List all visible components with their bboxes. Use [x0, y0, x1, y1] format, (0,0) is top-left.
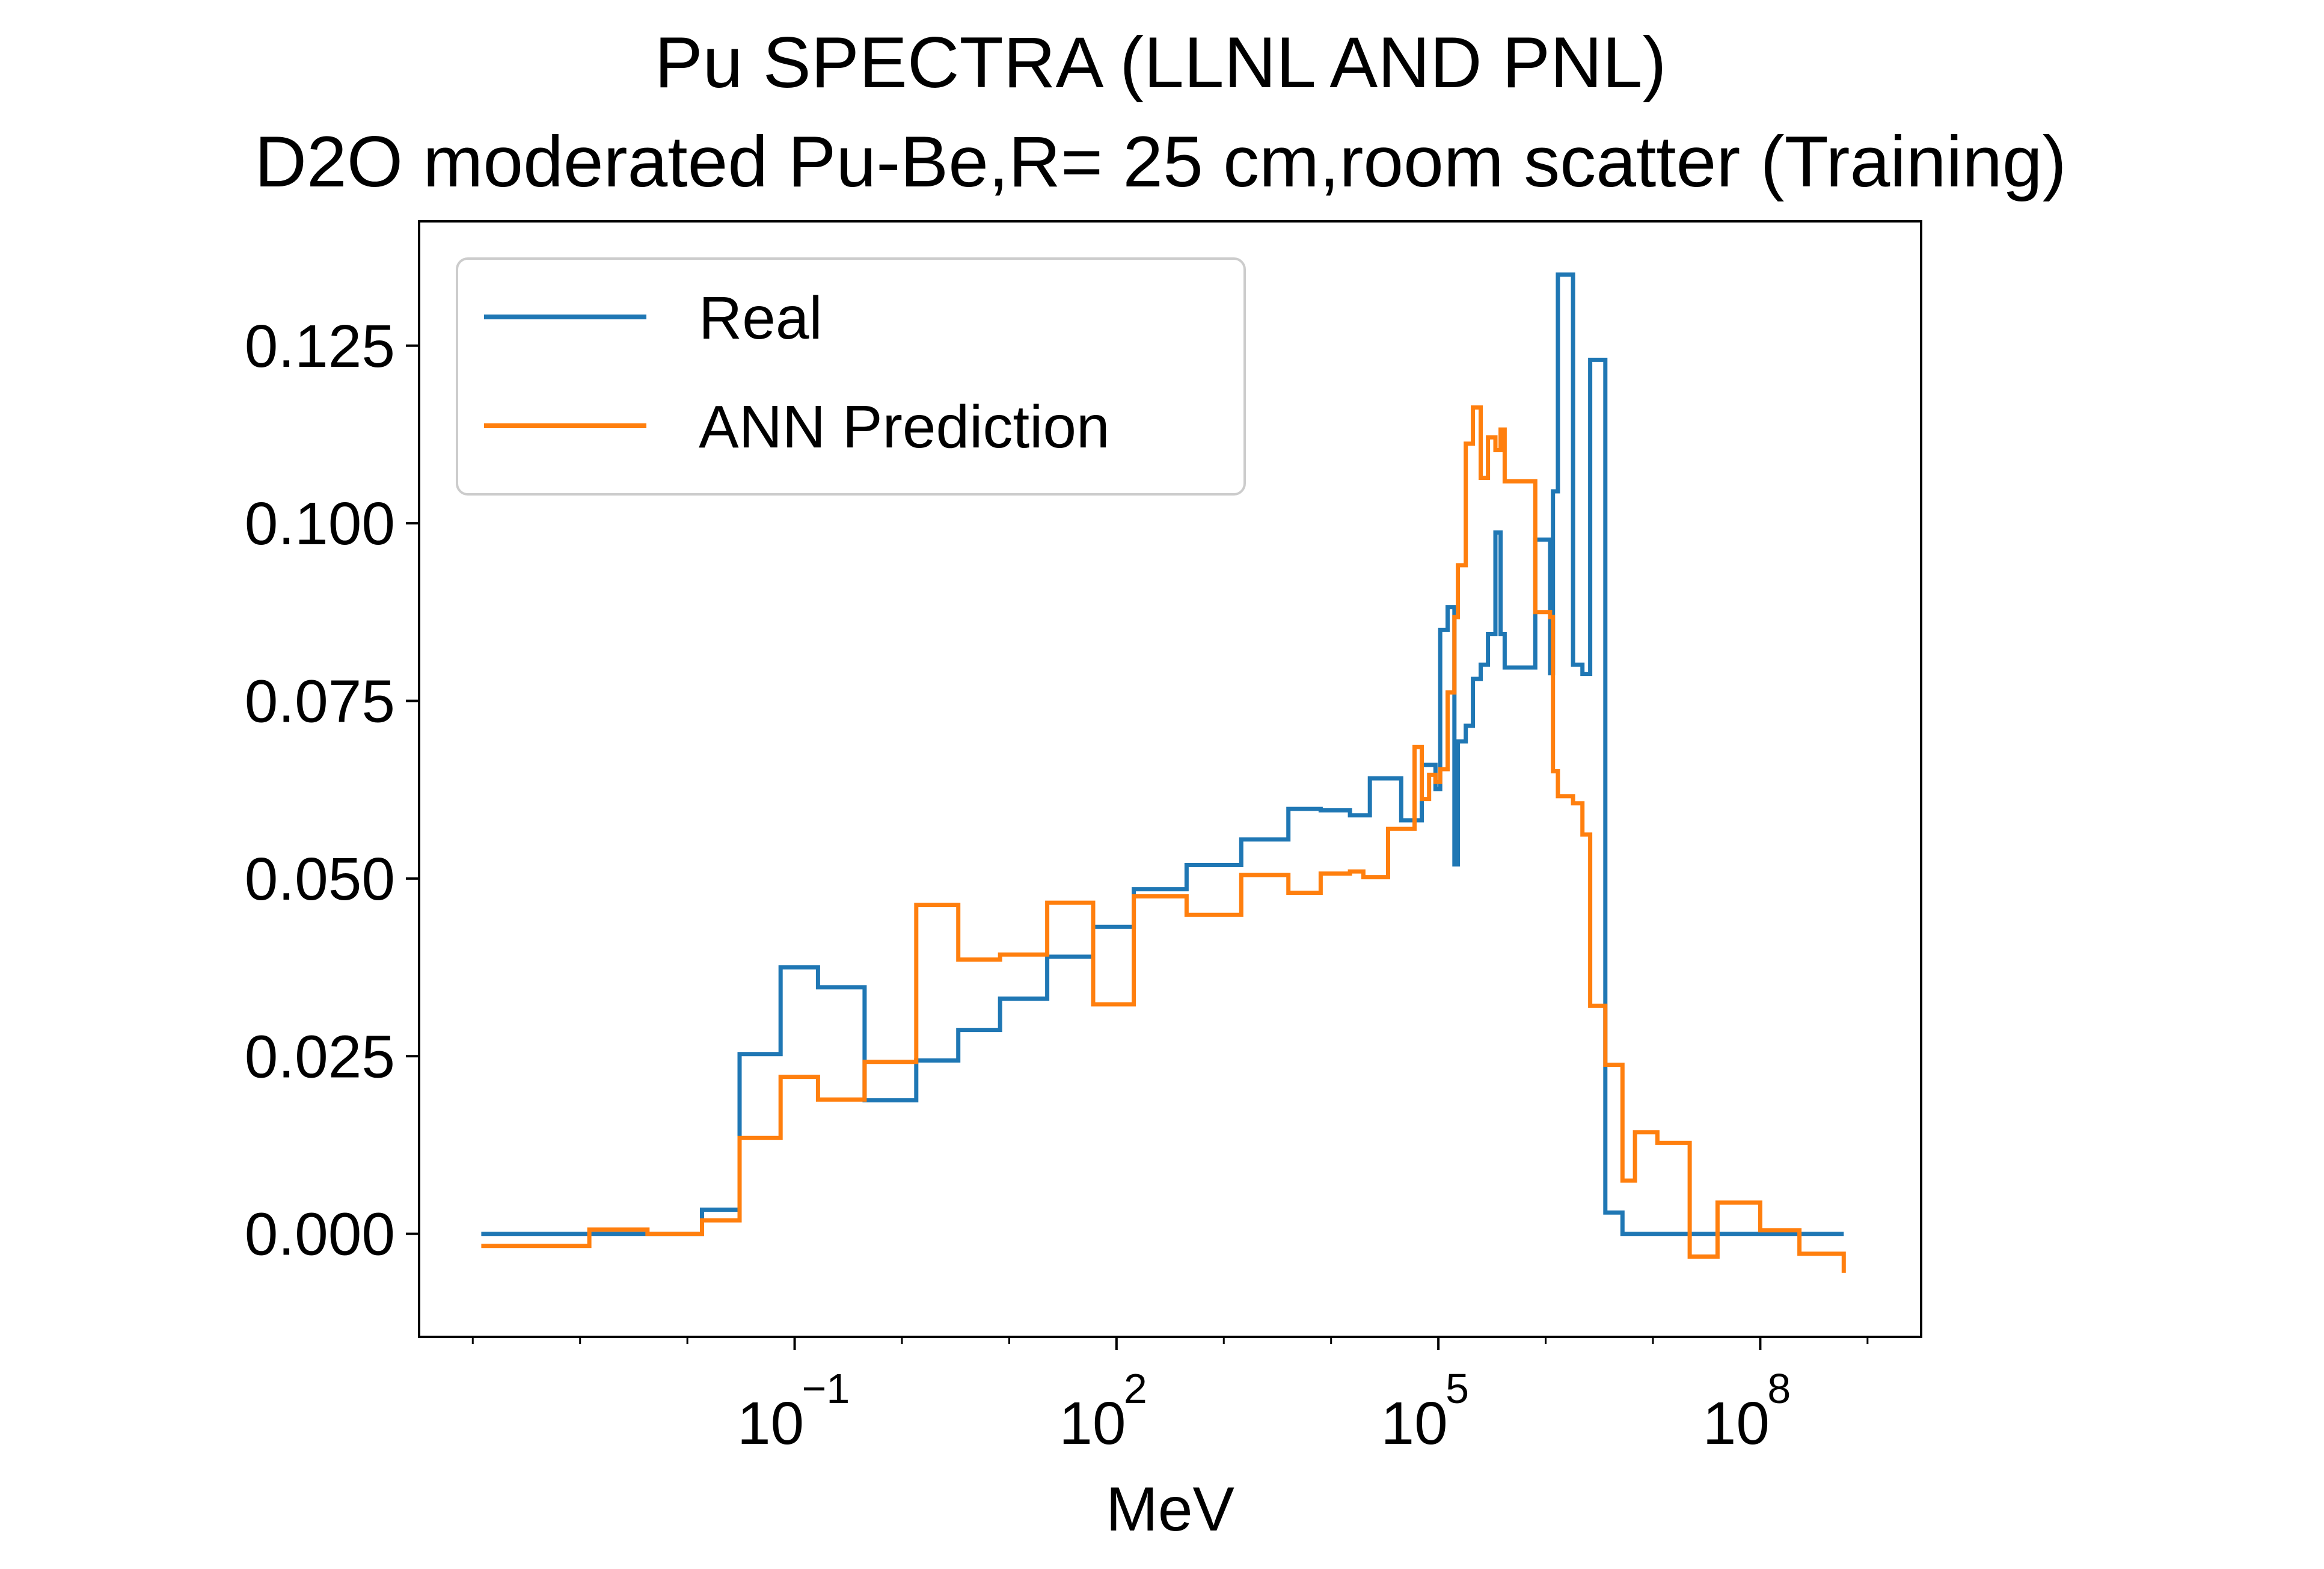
chart-subtitle: D2O moderated Pu-Be,R= 25 cm,room scatte…: [254, 121, 2066, 202]
x-axis-label: MeV: [1106, 1475, 1234, 1544]
x-tick-label: 10: [737, 1390, 804, 1457]
plot-frame: [418, 220, 1922, 1338]
legend: Real ANN Prediction: [456, 257, 1246, 496]
series-line-ann-prediction: [481, 405, 1846, 1273]
x-tick-label: 10: [1703, 1390, 1770, 1457]
legend-label-real: Real: [699, 284, 823, 352]
x-tick-exponent: −1: [802, 1365, 850, 1412]
legend-label-ann-prediction: ANN Prediction: [699, 393, 1110, 461]
y-axis: 0.000 0.025 0.050 0.075 0.100 0.125: [245, 313, 419, 1268]
chart-title: Pu SPECTRA (LLNL AND PNL): [655, 22, 1667, 103]
x-tick-exponent: 8: [1767, 1365, 1791, 1412]
y-tick-label: 0.100: [245, 490, 395, 557]
series-layer: [481, 272, 1846, 1273]
x-tick-exponent: 5: [1446, 1365, 1469, 1412]
y-tick-label: 0.075: [245, 668, 395, 735]
series-line-real: [481, 272, 1844, 1236]
x-tick-exponent: 2: [1124, 1365, 1147, 1412]
x-tick-label: 10: [1059, 1390, 1126, 1457]
x-tick-label: 10: [1381, 1390, 1448, 1457]
legend-box: [456, 257, 1246, 496]
y-tick-label: 0.000: [245, 1201, 395, 1268]
y-tick-label: 0.050: [245, 846, 395, 913]
y-tick-label: 0.125: [245, 313, 395, 380]
y-tick-label: 0.025: [245, 1023, 395, 1090]
